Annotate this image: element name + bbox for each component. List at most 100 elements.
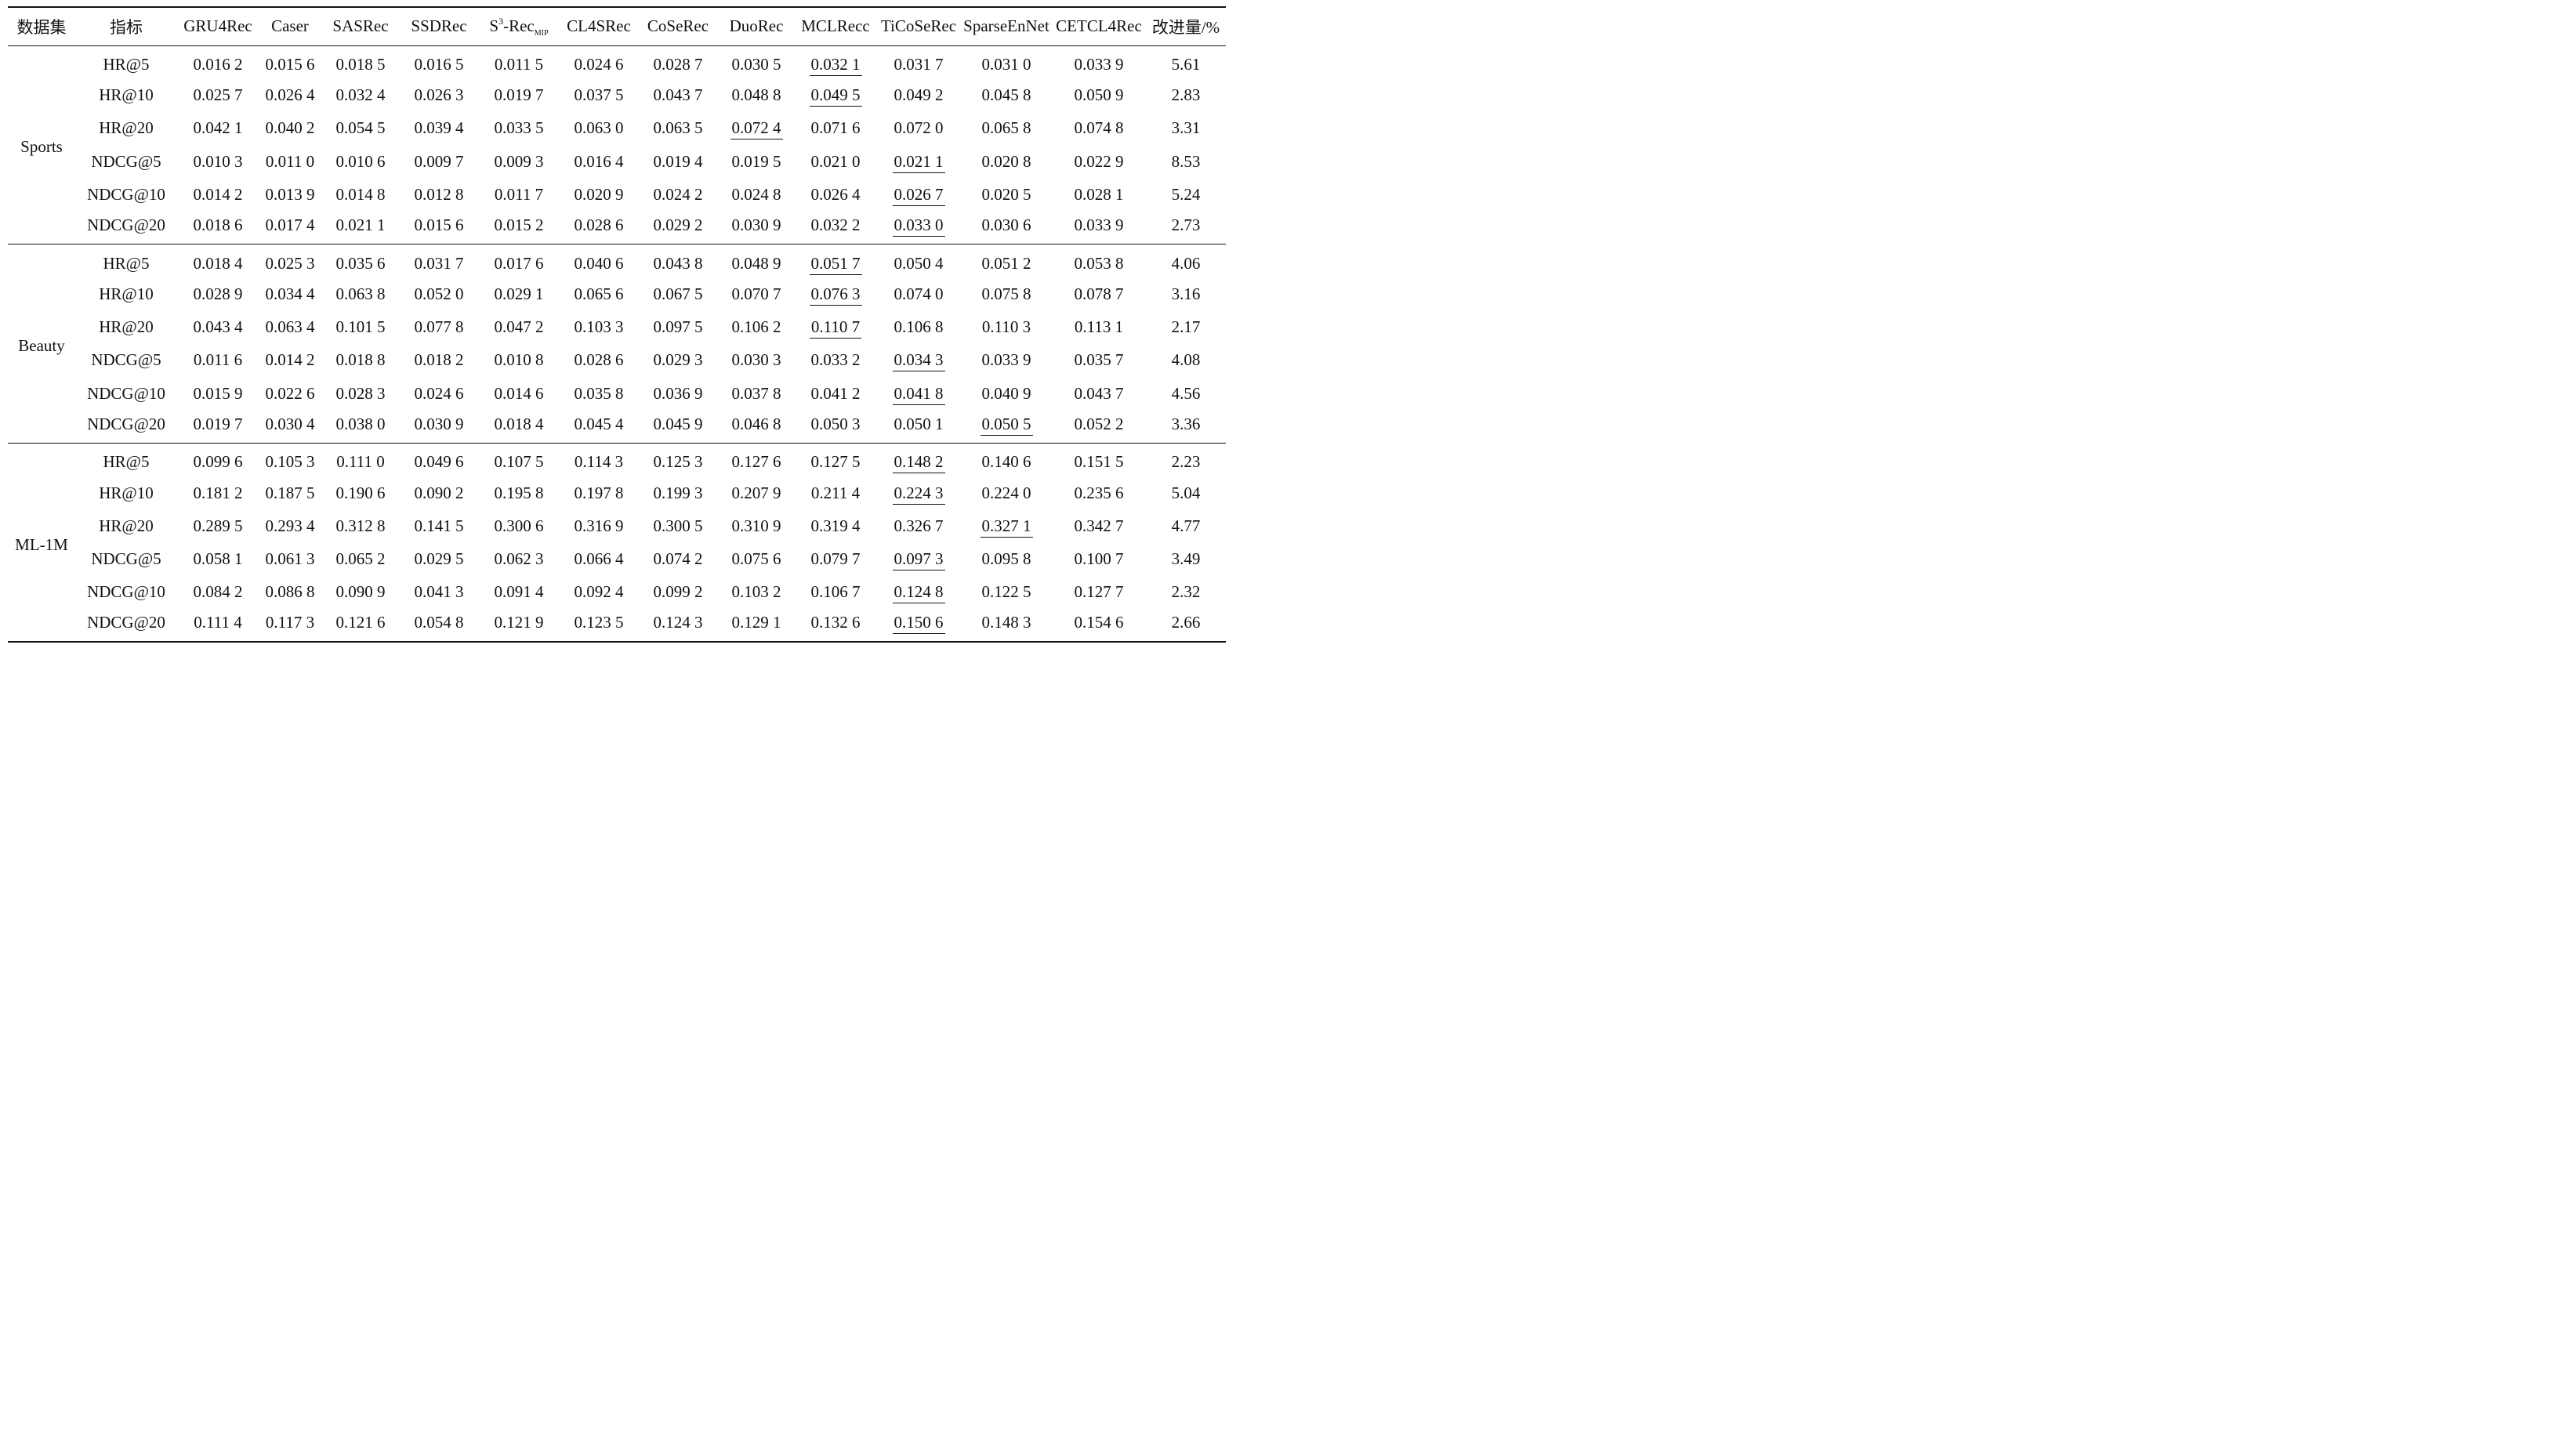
value: 0.028 3	[335, 383, 386, 403]
best-value-cell: 0.235 6	[1052, 476, 1146, 509]
value-cell: 0.090 9	[321, 576, 400, 609]
second-best-value-cell: 0.124 8	[876, 576, 961, 609]
value: 0.033 9	[981, 350, 1031, 370]
value-cell: 0.289 5	[177, 509, 259, 542]
value-cell: 0.050 4	[876, 244, 961, 277]
value-cell: 0.025 3	[259, 244, 321, 277]
value-cell: 0.065 6	[560, 277, 638, 310]
value: 0.181 2	[193, 483, 243, 502]
value-cell: 0.030 3	[718, 344, 795, 377]
value-cell: 0.033 9	[961, 344, 1052, 377]
value: 0.326 7	[894, 516, 944, 535]
second-best-value: 0.148 2	[892, 452, 945, 474]
value-cell: 0.071 6	[795, 112, 876, 145]
value-cell: 0.029 5	[400, 542, 478, 575]
value: 0.061 3	[265, 549, 315, 569]
results-table: 数据集 指标 GRU4Rec Caser SASRec SSDRec S3-Re…	[8, 6, 1226, 643]
value: 0.046 8	[731, 414, 781, 433]
second-best-value-cell: 0.150 6	[876, 609, 961, 642]
value-cell: 0.032 4	[321, 78, 400, 111]
value-cell: 0.015 6	[259, 45, 321, 78]
dataset-group: Beauty HR@5 0.018 4 0.025 3 0.035 6 0.031 7 0.…	[8, 244, 1226, 444]
value-cell: 0.014 8	[321, 178, 400, 211]
value-cell: 0.106 8	[876, 310, 961, 343]
metric-cell: HR@20	[99, 516, 154, 535]
value: 0.030 4	[265, 414, 315, 433]
header-model: GRU4Rec	[177, 6, 259, 46]
value: 0.050 1	[894, 414, 944, 433]
value-cell: 0.028 6	[560, 211, 638, 244]
value: 0.129 1	[731, 613, 781, 632]
metric-cell: HR@10	[99, 483, 154, 502]
value: 0.107 5	[494, 452, 544, 472]
value-cell: 0.040 9	[961, 377, 1052, 410]
value-cell: 0.207 9	[718, 476, 795, 509]
value-cell: 0.017 6	[478, 244, 560, 277]
value: 0.127 6	[731, 452, 781, 472]
second-best-value: 0.050 5	[980, 414, 1033, 436]
value-cell: 0.014 2	[177, 178, 259, 211]
header-row: 数据集 指标 GRU4Rec Caser SASRec SSDRec S3-Re…	[8, 6, 1226, 46]
value-cell: 0.009 7	[400, 145, 478, 178]
value: 0.016 2	[193, 54, 243, 74]
value-cell: 0.091 4	[478, 576, 560, 609]
second-best-value: 0.041 8	[892, 383, 945, 405]
value-cell: 0.111 4	[177, 609, 259, 642]
value: 0.040 6	[574, 253, 624, 273]
value: 0.187 5	[265, 483, 315, 502]
value-cell: 0.310 9	[718, 509, 795, 542]
value-cell: 0.013 9	[259, 178, 321, 211]
value-cell: 0.105 3	[259, 444, 321, 476]
header-model: CL4SRec	[560, 6, 638, 46]
best-value-cell: 0.342 7	[1052, 509, 1146, 542]
improve-cell: 2.66	[1171, 613, 1201, 632]
value: 0.040 9	[981, 383, 1031, 403]
value: 0.025 7	[193, 85, 243, 104]
header-model: Caser	[259, 6, 321, 46]
value: 0.018 2	[414, 350, 464, 370]
value: 0.079 7	[810, 549, 861, 569]
value-cell: 0.063 5	[638, 112, 718, 145]
best-value: 0.078 7	[1074, 284, 1124, 303]
second-best-value-cell: 0.032 1	[795, 45, 876, 78]
value-cell: 0.054 5	[321, 112, 400, 145]
metric-cell: HR@5	[103, 54, 150, 74]
dataset-group: Sports HR@5 0.016 2 0.015 6 0.018 5 0.016 5 0.…	[8, 45, 1226, 244]
value: 0.084 2	[193, 582, 243, 602]
value: 0.045 4	[574, 414, 624, 433]
improve-cell: 4.56	[1171, 383, 1201, 403]
second-best-value-cell: 0.033 0	[876, 211, 961, 244]
value: 0.065 6	[574, 284, 624, 303]
value: 0.015 6	[265, 54, 315, 74]
value: 0.140 6	[981, 452, 1031, 472]
value-cell: 0.018 8	[321, 344, 400, 377]
header-improve: 改进量/%	[1146, 6, 1226, 46]
value-cell: 0.187 5	[259, 476, 321, 509]
value-cell: 0.127 6	[718, 444, 795, 476]
value-cell: 0.103 3	[560, 310, 638, 343]
best-value: 0.033 9	[1074, 215, 1124, 234]
table-row: NDCG@5 0.011 6 0.014 2 0.018 8 0.018 2 0.010 …	[8, 344, 1226, 377]
value-cell: 0.058 1	[177, 542, 259, 575]
value: 0.029 2	[653, 215, 703, 234]
header-dataset: 数据集	[8, 6, 75, 46]
value-cell: 0.072 0	[876, 112, 961, 145]
value: 0.300 5	[653, 516, 703, 535]
value: 0.125 3	[653, 452, 703, 472]
value-cell: 0.046 8	[718, 410, 795, 443]
second-best-value: 0.026 7	[892, 184, 945, 206]
second-best-value: 0.076 3	[809, 284, 862, 306]
dataset-group: ML-1M HR@5 0.099 6 0.105 3 0.111 0 0.049 6 0.1…	[8, 444, 1226, 643]
value-cell: 0.121 9	[478, 609, 560, 642]
value: 0.028 6	[574, 350, 624, 370]
value-cell: 0.016 2	[177, 45, 259, 78]
value: 0.293 4	[265, 516, 315, 535]
table-row: Sports HR@5 0.016 2 0.015 6 0.018 5 0.016 5 0.…	[8, 45, 1226, 156]
table-row: ML-1M HR@5 0.099 6 0.105 3 0.111 0 0.049 6 0.1…	[8, 444, 1226, 554]
value: 0.049 2	[894, 85, 944, 104]
value: 0.065 8	[981, 118, 1031, 138]
value: 0.009 7	[414, 151, 464, 171]
value: 0.132 6	[810, 613, 861, 632]
value: 0.049 6	[414, 452, 464, 472]
value-cell: 0.014 2	[259, 344, 321, 377]
